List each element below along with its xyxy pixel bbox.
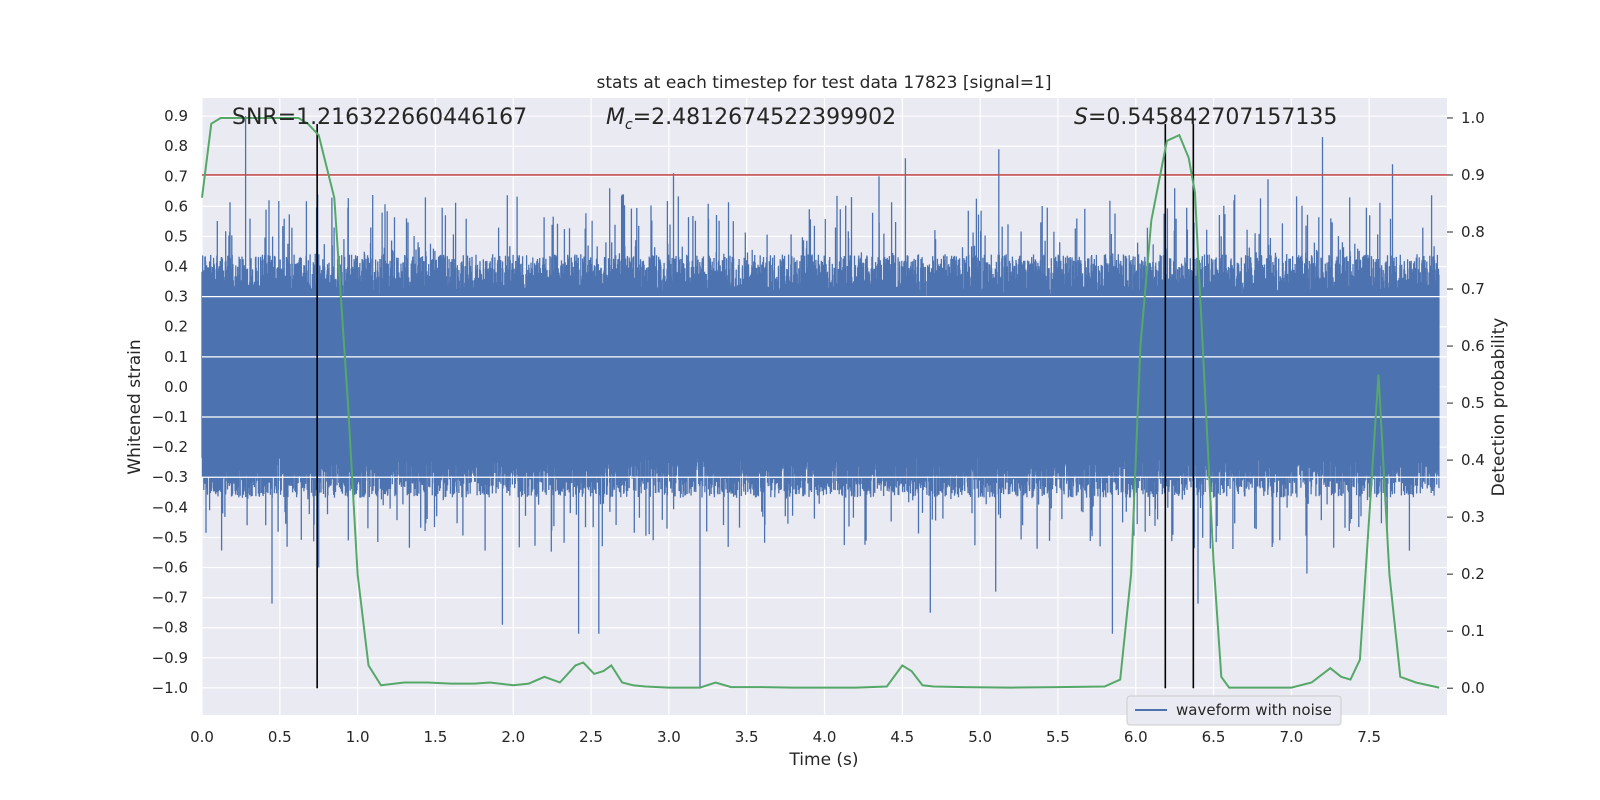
- chirp-mass-subscript: c: [625, 117, 633, 133]
- y2-tick-label: 0.0: [1461, 679, 1485, 697]
- y-tick-label: −0.5: [152, 528, 188, 546]
- s-annotation: S=0.545842707157135: [1074, 105, 1337, 130]
- y2-tick-label: 0.6: [1461, 337, 1485, 355]
- y-tick-label: −0.3: [152, 468, 188, 486]
- chart-title: stats at each timestep for test data 178…: [597, 73, 1052, 93]
- y-tick-label: −1.0: [152, 679, 188, 697]
- y2-tick-label: 0.2: [1461, 565, 1485, 583]
- y2-tick-label: 0.9: [1461, 166, 1485, 184]
- x-tick-label: 2.0: [501, 728, 525, 746]
- x-tick-label: 4.0: [813, 728, 837, 746]
- y-tick-label: 0.8: [164, 137, 188, 155]
- overlay-lines: [201, 117, 1447, 689]
- chirp-mass-annotation: Mc=2.4812674522399902: [606, 105, 896, 133]
- x-tick-label: 3.0: [657, 728, 681, 746]
- chirp-mass-value: =2.4812674522399902: [633, 105, 896, 130]
- s-symbol: S: [1074, 105, 1088, 130]
- x-tick-label: 6.5: [1202, 728, 1226, 746]
- y-tick-label: 0.9: [164, 107, 188, 125]
- x-tick-label: 7.0: [1279, 728, 1303, 746]
- y2-tick-label: 0.1: [1461, 622, 1485, 640]
- x-tick-label: 6.0: [1124, 728, 1148, 746]
- y2-tick-label: 1.0: [1461, 109, 1485, 127]
- x-tick-label: 4.5: [890, 728, 914, 746]
- x-tick-label: 3.5: [735, 728, 759, 746]
- x-axis-label: Time (s): [788, 750, 858, 770]
- y-tick-label: 0.2: [164, 318, 188, 336]
- y-tick-label: −0.7: [152, 589, 188, 607]
- x-tick-label: 1.0: [346, 728, 370, 746]
- y-tick-label: 0.1: [164, 348, 188, 366]
- y-tick-label: 0.6: [164, 197, 188, 215]
- series-waveform-with-noise: [201, 116, 1447, 688]
- s-value: =0.545842707157135: [1088, 105, 1337, 130]
- y-tick-label: 0.0: [164, 378, 188, 396]
- legend: waveform with noise: [1126, 695, 1342, 726]
- y2-tick-label: 0.5: [1461, 394, 1485, 412]
- x-tick-label: 5.0: [968, 728, 992, 746]
- legend-box: [1126, 695, 1342, 726]
- y-tick-label: −0.2: [152, 438, 188, 456]
- chirp-mass-symbol: M: [606, 105, 625, 130]
- y-axis-label: Whitened strain: [125, 339, 145, 474]
- x-tick-label: 2.5: [579, 728, 603, 746]
- legend-entry-waveform: waveform with noise: [1176, 701, 1332, 719]
- x-tick-label: 0.5: [268, 728, 292, 746]
- x-tick-label: 5.5: [1046, 728, 1070, 746]
- y2-tick-label: 0.4: [1461, 451, 1485, 469]
- y-tick-label: −0.8: [152, 619, 188, 637]
- x-tick-label: 7.5: [1357, 728, 1381, 746]
- y-tick-label: −0.1: [152, 408, 188, 426]
- waveform-trace: [201, 116, 1440, 688]
- y2-axis-label: Detection probability: [1489, 318, 1509, 497]
- y-tick-label: −0.6: [152, 559, 188, 577]
- x-tick-label: 0.0: [190, 728, 214, 746]
- y-tick-label: −0.9: [152, 649, 188, 667]
- axes: 0.0 0.5 1.0 1.5 2.0 2.5 3.0 3.5 4.0 4.5 5.0 5.5 6.0 6…: [152, 107, 1485, 746]
- y-tick-label: 0.3: [164, 288, 188, 306]
- detection-probability-line: [201, 117, 1440, 689]
- y-tick-label: 0.4: [164, 258, 188, 276]
- y-tick-label: 0.7: [164, 167, 188, 185]
- x-tick-label: 1.5: [424, 728, 448, 746]
- y-tick-label: −0.4: [152, 498, 188, 516]
- snr-annotation: SNR=1.216322660446167: [232, 105, 527, 130]
- y-tick-label: 0.5: [164, 227, 188, 245]
- y2-tick-label: 0.8: [1461, 223, 1485, 241]
- y2-tick-label: 0.3: [1461, 508, 1485, 526]
- y2-tick-label: 0.7: [1461, 280, 1485, 298]
